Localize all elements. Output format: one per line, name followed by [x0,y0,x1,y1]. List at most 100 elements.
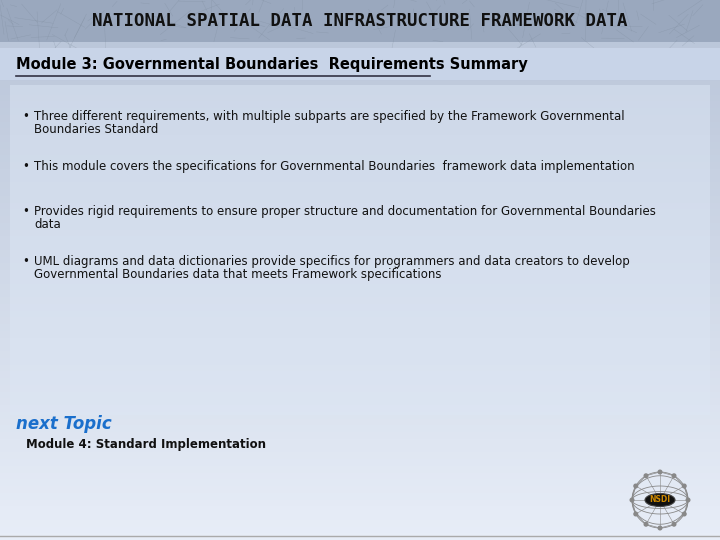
Bar [0,202,720,209]
Bar [0,472,720,480]
Text: •: • [22,255,29,268]
Bar [0,47,720,54]
Bar [0,507,720,513]
Text: Boundaries Standard: Boundaries Standard [34,123,158,136]
Bar [0,0,720,6]
Bar [0,237,720,243]
Bar [0,40,720,47]
Circle shape [630,498,634,502]
Bar [0,195,720,202]
Text: •: • [22,205,29,218]
Bar [10,85,710,415]
Bar [0,459,720,465]
Bar [0,351,720,357]
Bar [0,263,720,270]
Bar [0,357,720,364]
Bar [0,243,720,249]
Bar [0,270,720,276]
Circle shape [672,522,676,526]
Bar [0,27,720,33]
Bar [0,453,720,459]
Bar [0,284,720,291]
Text: Module 3: Governmental Boundaries  Requirements Summary: Module 3: Governmental Boundaries Requir… [16,57,528,71]
Bar [0,60,720,68]
Circle shape [683,484,686,488]
Bar [0,364,720,372]
Bar [0,276,720,284]
Bar [0,128,720,135]
Bar [0,297,720,303]
Ellipse shape [645,494,675,507]
Bar [0,338,720,345]
Circle shape [683,512,686,516]
Bar [0,480,720,486]
Circle shape [644,474,648,477]
Bar [0,384,720,391]
Bar [0,513,720,519]
Text: Provides rigid requirements to ensure proper structure and documentation for Gov: Provides rigid requirements to ensure pr… [34,205,656,218]
Bar [0,6,720,14]
Text: This module covers the specifications for Governmental Boundaries  framework dat: This module covers the specifications fo… [34,160,634,173]
Bar [0,310,720,317]
Bar [0,115,720,122]
Bar [0,492,720,500]
Text: •: • [22,110,29,123]
Bar [0,500,720,507]
Bar [0,108,720,115]
Circle shape [658,470,662,474]
Bar [0,156,720,162]
Bar [0,94,720,102]
Bar [0,81,720,87]
Bar [0,378,720,384]
Bar [0,392,720,399]
Text: NSDI: NSDI [649,496,670,504]
Bar [0,317,720,324]
Circle shape [634,512,637,516]
Bar [0,33,720,40]
Circle shape [658,526,662,530]
Bar [0,399,720,405]
Circle shape [634,484,637,488]
Bar [0,162,720,168]
Bar [0,135,720,141]
Text: Three different requirements, with multiple subparts are specified by the Framew: Three different requirements, with multi… [34,110,625,123]
Text: UML diagrams and data dictionaries provide specifics for programmers and data cr: UML diagrams and data dictionaries provi… [34,255,630,268]
Bar [0,249,720,256]
Bar [0,411,720,418]
Bar [0,20,720,27]
Bar [0,446,720,453]
Bar [0,0,720,42]
Bar [0,486,720,492]
Bar [0,303,720,310]
Bar [0,74,720,81]
Circle shape [672,474,676,477]
Bar [0,405,720,411]
Text: NATIONAL SPATIAL DATA INFRASTRUCTURE FRAMEWORK DATA: NATIONAL SPATIAL DATA INFRASTRUCTURE FRA… [92,12,628,30]
Bar [0,330,720,338]
Bar [0,102,720,108]
Bar [0,372,720,378]
Bar [0,519,720,526]
Text: data: data [34,218,60,231]
Text: next Topic: next Topic [16,415,112,433]
Bar [0,432,720,438]
Bar [0,54,720,60]
Bar [0,534,720,540]
Bar [0,122,720,128]
Bar [0,183,720,189]
Bar [0,230,720,237]
Bar [0,14,720,20]
Bar [0,418,720,426]
Bar [0,141,720,149]
Bar [0,438,720,445]
Bar [0,216,720,222]
Bar [0,168,720,176]
Bar [0,526,720,534]
Bar [0,222,720,230]
Text: Governmental Boundaries data that meets Framework specifications: Governmental Boundaries data that meets … [34,268,441,281]
Bar [0,324,720,330]
Text: Module 4: Standard Implementation: Module 4: Standard Implementation [26,438,266,451]
Bar [0,189,720,195]
Bar [0,176,720,183]
Bar [0,256,720,263]
